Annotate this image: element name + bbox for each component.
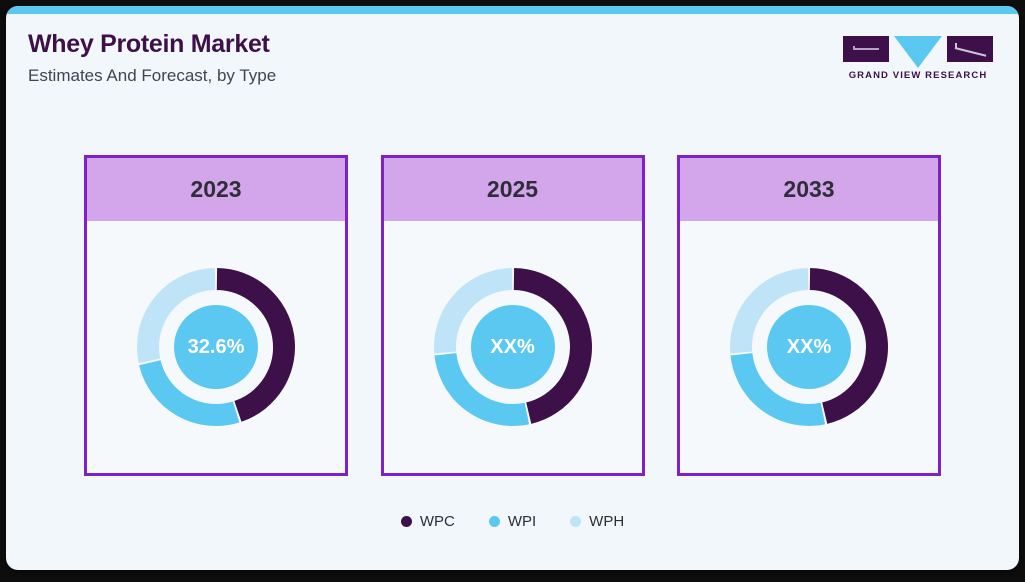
logo-left-block-icon [843,36,889,62]
donut-center-circle [767,305,851,389]
card-body: 32.6% [87,221,345,473]
page-title: Whey Protein Market [28,30,270,58]
card-body: XX% [384,221,642,473]
year-card[interactable]: 2025 XX% [380,155,645,476]
donut-chart[interactable]: XX% [728,266,890,428]
card-header: 2025 [383,158,642,221]
page-subtitle: Estimates And Forecast, by Type [28,65,277,85]
card-header: 2033 [680,158,938,221]
legend-item-wpi[interactable]: WPI [488,513,537,530]
top-accent-bar [6,6,1019,14]
year-cards-row: 2023 32.6% 2025 XX% 2033 XX% [84,155,941,476]
donut-chart[interactable]: XX% [432,266,594,428]
brand-logo: GRAND VIEW RESEARCH [843,36,993,81]
legend-swatch-icon [488,516,500,527]
chart-legend: WPC WPI WPH [6,513,1019,530]
donut-segment-wpi[interactable] [730,352,826,426]
logo-wordmark: GRAND VIEW RESEARCH [848,70,988,81]
donut-segment-wpc[interactable] [216,268,295,422]
card-year-label: 2033 [783,176,835,202]
donut-segment-wpc[interactable] [809,268,888,424]
donut-segment-wph[interactable] [433,268,513,354]
legend-label: WPI [507,513,537,530]
legend-label: WPH [589,513,625,530]
donut-segment-wph[interactable] [730,268,809,354]
title-block: Whey Protein Market Estimates And Foreca… [28,30,276,85]
card-year-label: 2025 [486,176,539,202]
donut-center-circle [470,305,555,389]
logo-right-block-icon [947,36,993,62]
card-year-label: 2023 [190,176,242,202]
legend-swatch-icon [570,516,582,527]
card-body: XX% [680,221,938,473]
logo-triangle-icon [894,36,942,68]
donut-segment-wpi[interactable] [433,352,529,426]
legend-item-wpc[interactable]: WPC [400,513,455,530]
donut-segment-wpi[interactable] [139,359,240,426]
legend-swatch-icon [400,516,412,527]
donut-segment-wph[interactable] [137,268,216,364]
legend-item-wph[interactable]: WPH [570,513,624,530]
header: Whey Protein Market Estimates And Foreca… [6,14,1019,104]
year-card[interactable]: 2033 XX% [677,155,941,476]
donut-segment-wpc[interactable] [512,268,592,424]
donut-chart[interactable]: 32.6% [135,266,297,428]
donut-center-circle [174,305,258,389]
infographic-card: Whey Protein Market Estimates And Foreca… [6,6,1019,570]
year-card[interactable]: 2023 32.6% [84,155,348,476]
card-header: 2023 [87,158,345,221]
logo-marks [843,36,993,68]
legend-label: WPC [419,513,455,530]
